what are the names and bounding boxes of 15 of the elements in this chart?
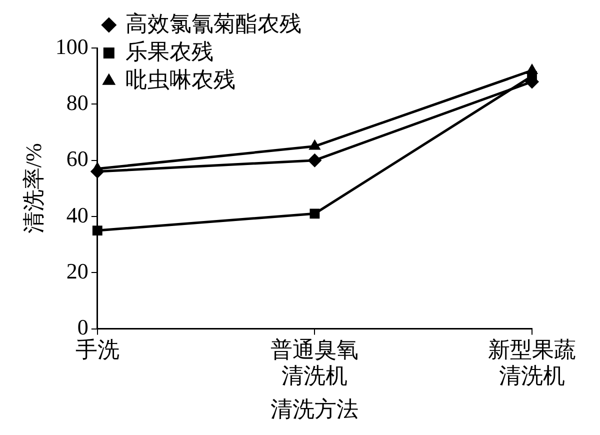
- legend-label: 高效氯氰菊酯农残: [125, 10, 302, 36]
- y-tick-label: 40: [66, 202, 88, 228]
- legend-label: 乐果农残: [125, 38, 214, 64]
- y-axis-title: 清洗率/%: [20, 143, 46, 234]
- x-axis-title: 清洗方法: [270, 396, 359, 422]
- x-tick-label: 新型果蔬清洗机: [488, 336, 576, 388]
- point: [308, 153, 322, 168]
- x-tick-label: 普通臭氧清洗机: [270, 336, 359, 388]
- point: [310, 208, 320, 219]
- point: [92, 226, 102, 236]
- y-tick-label: 100: [55, 34, 88, 59]
- y-tick-label: 60: [66, 146, 88, 172]
- y-tick-label: 80: [66, 90, 88, 115]
- y-tick-label: 20: [66, 258, 88, 284]
- legend-label: 吡虫啉农残: [125, 66, 236, 92]
